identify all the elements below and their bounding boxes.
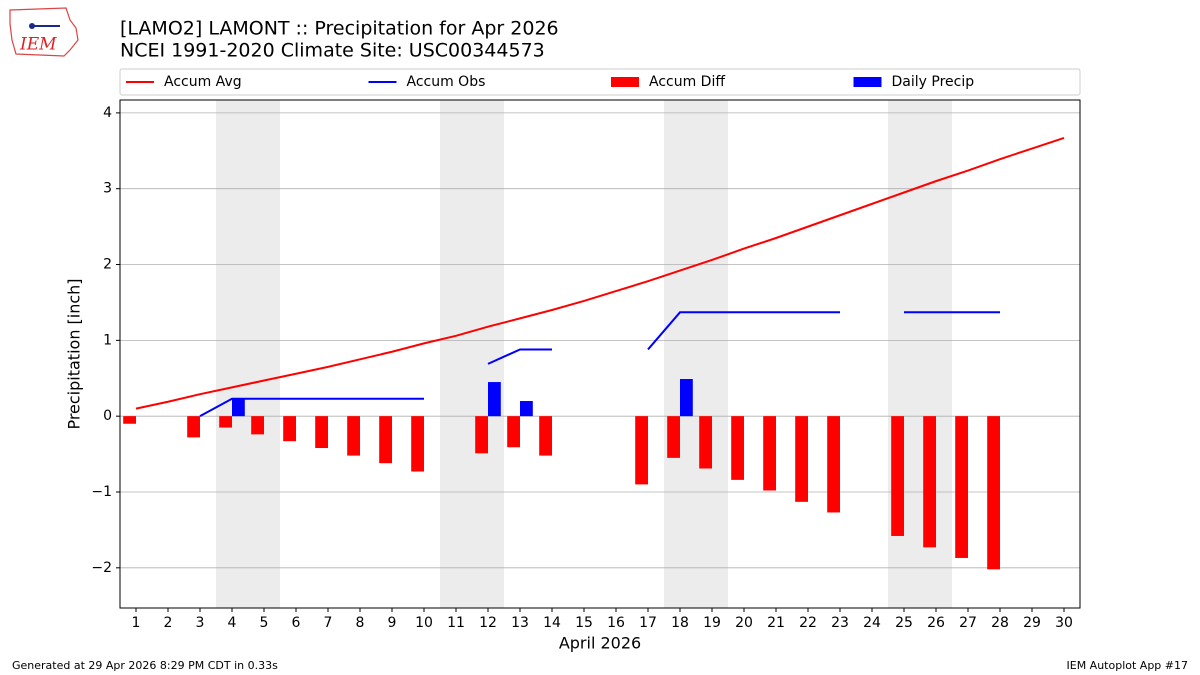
bar <box>251 416 264 435</box>
x-tick-label: 28 <box>991 615 1009 631</box>
x-tick-label: 15 <box>575 615 593 631</box>
bar <box>475 416 488 454</box>
legend <box>119 68 1081 96</box>
x-tick-label: 17 <box>639 615 657 631</box>
bar <box>520 401 533 417</box>
x-tick-label: 22 <box>799 615 817 631</box>
bar <box>923 416 936 548</box>
bar <box>187 416 200 438</box>
x-tick-label: 23 <box>831 615 849 631</box>
footer-left: Generated at 29 Apr 2026 8:29 PM CDT in … <box>12 659 278 672</box>
x-tick-label: 11 <box>447 615 465 631</box>
bar <box>507 416 520 448</box>
legend-swatch <box>611 77 639 87</box>
weekend-shade <box>664 100 728 608</box>
footer-right: IEM Autoplot App #17 <box>1067 659 1189 672</box>
x-tick-label: 5 <box>260 615 269 631</box>
bar <box>123 416 136 424</box>
x-tick-label: 1 <box>132 615 141 631</box>
line-series <box>199 311 1000 418</box>
logo-text: IEM <box>19 35 57 55</box>
x-tick-label: 4 <box>228 615 237 631</box>
legend-label: Daily Precip <box>892 74 975 90</box>
bar <box>411 416 424 472</box>
x-tick-label: 6 <box>292 615 301 631</box>
bar <box>827 416 840 513</box>
bar <box>699 416 712 469</box>
x-tick-label: 26 <box>927 615 945 631</box>
x-tick-label: 13 <box>511 615 529 631</box>
bar <box>219 416 232 428</box>
bar <box>763 416 776 491</box>
legend-label: Accum Obs <box>407 74 486 90</box>
bar <box>680 379 693 417</box>
y-tick-label: 3 <box>103 181 112 197</box>
bar <box>955 416 968 558</box>
x-tick-label: 8 <box>356 615 365 631</box>
y-tick-label: 4 <box>103 105 112 121</box>
bar <box>731 416 744 480</box>
line-series <box>135 136 1065 410</box>
weekend-shade <box>216 100 280 608</box>
x-tick-label: 10 <box>415 615 433 631</box>
bar <box>795 416 808 502</box>
y-tick-label: 2 <box>103 257 112 273</box>
bar <box>635 416 648 485</box>
x-tick-label: 27 <box>959 615 977 631</box>
bar <box>667 416 680 458</box>
x-tick-label: 16 <box>607 615 625 631</box>
bar <box>347 416 360 456</box>
bar <box>283 416 296 442</box>
x-tick-label: 24 <box>863 615 881 631</box>
x-tick-label: 21 <box>767 615 785 631</box>
x-tick-label: 29 <box>1023 615 1041 631</box>
x-tick-label: 7 <box>324 615 333 631</box>
bar <box>539 416 552 456</box>
y-tick-label: −1 <box>91 484 112 500</box>
logo: IEM <box>9 7 79 57</box>
x-tick-label: 12 <box>479 615 497 631</box>
bar <box>891 416 904 536</box>
x-tick-label: 20 <box>735 615 753 631</box>
bar <box>315 416 328 449</box>
bar <box>987 416 1000 570</box>
x-tick-label: 30 <box>1055 615 1073 631</box>
bar <box>488 382 501 417</box>
bar <box>379 416 392 464</box>
weekend-shade <box>440 100 504 608</box>
logo-outline <box>9 7 79 57</box>
x-tick-label: 2 <box>164 615 173 631</box>
y-tick-label: 1 <box>103 332 112 348</box>
x-tick-label: 19 <box>703 615 721 631</box>
x-tick-label: 9 <box>388 615 397 631</box>
legend-label: Accum Avg <box>164 74 242 90</box>
x-axis-label: April 2026 <box>559 634 641 653</box>
x-tick-label: 14 <box>543 615 561 631</box>
x-tick-label: 18 <box>671 615 689 631</box>
legend-label: Accum Diff <box>649 74 725 90</box>
chart-title: [LAMO2] LAMONT :: Precipitation for Apr … <box>120 18 559 40</box>
chart-subtitle: NCEI 1991-2020 Climate Site: USC00344573 <box>120 40 545 62</box>
legend-swatch <box>853 77 882 87</box>
y-tick-label: 0 <box>103 408 112 424</box>
x-tick-label: 3 <box>196 615 205 631</box>
bar <box>232 398 245 417</box>
y-tick-label: −2 <box>91 560 112 576</box>
x-tick-label: 25 <box>895 615 913 631</box>
y-axis-label: Precipitation [inch] <box>65 278 84 429</box>
plot-frame <box>119 99 1081 609</box>
